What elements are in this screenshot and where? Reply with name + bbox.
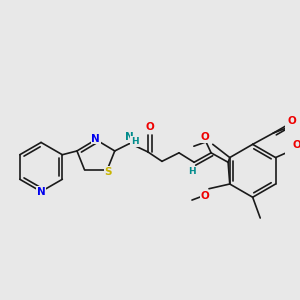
Text: N: N (92, 134, 100, 144)
Text: O: O (145, 122, 154, 132)
Text: O: O (287, 116, 296, 126)
Text: N: N (124, 132, 133, 142)
Text: O: O (201, 132, 210, 142)
Text: O: O (293, 140, 300, 150)
Text: S: S (104, 167, 112, 177)
Text: methoxy: methoxy (200, 141, 206, 142)
Text: O: O (201, 191, 210, 201)
Text: N: N (37, 187, 45, 196)
Text: H: H (131, 137, 138, 146)
Text: H: H (188, 167, 196, 176)
